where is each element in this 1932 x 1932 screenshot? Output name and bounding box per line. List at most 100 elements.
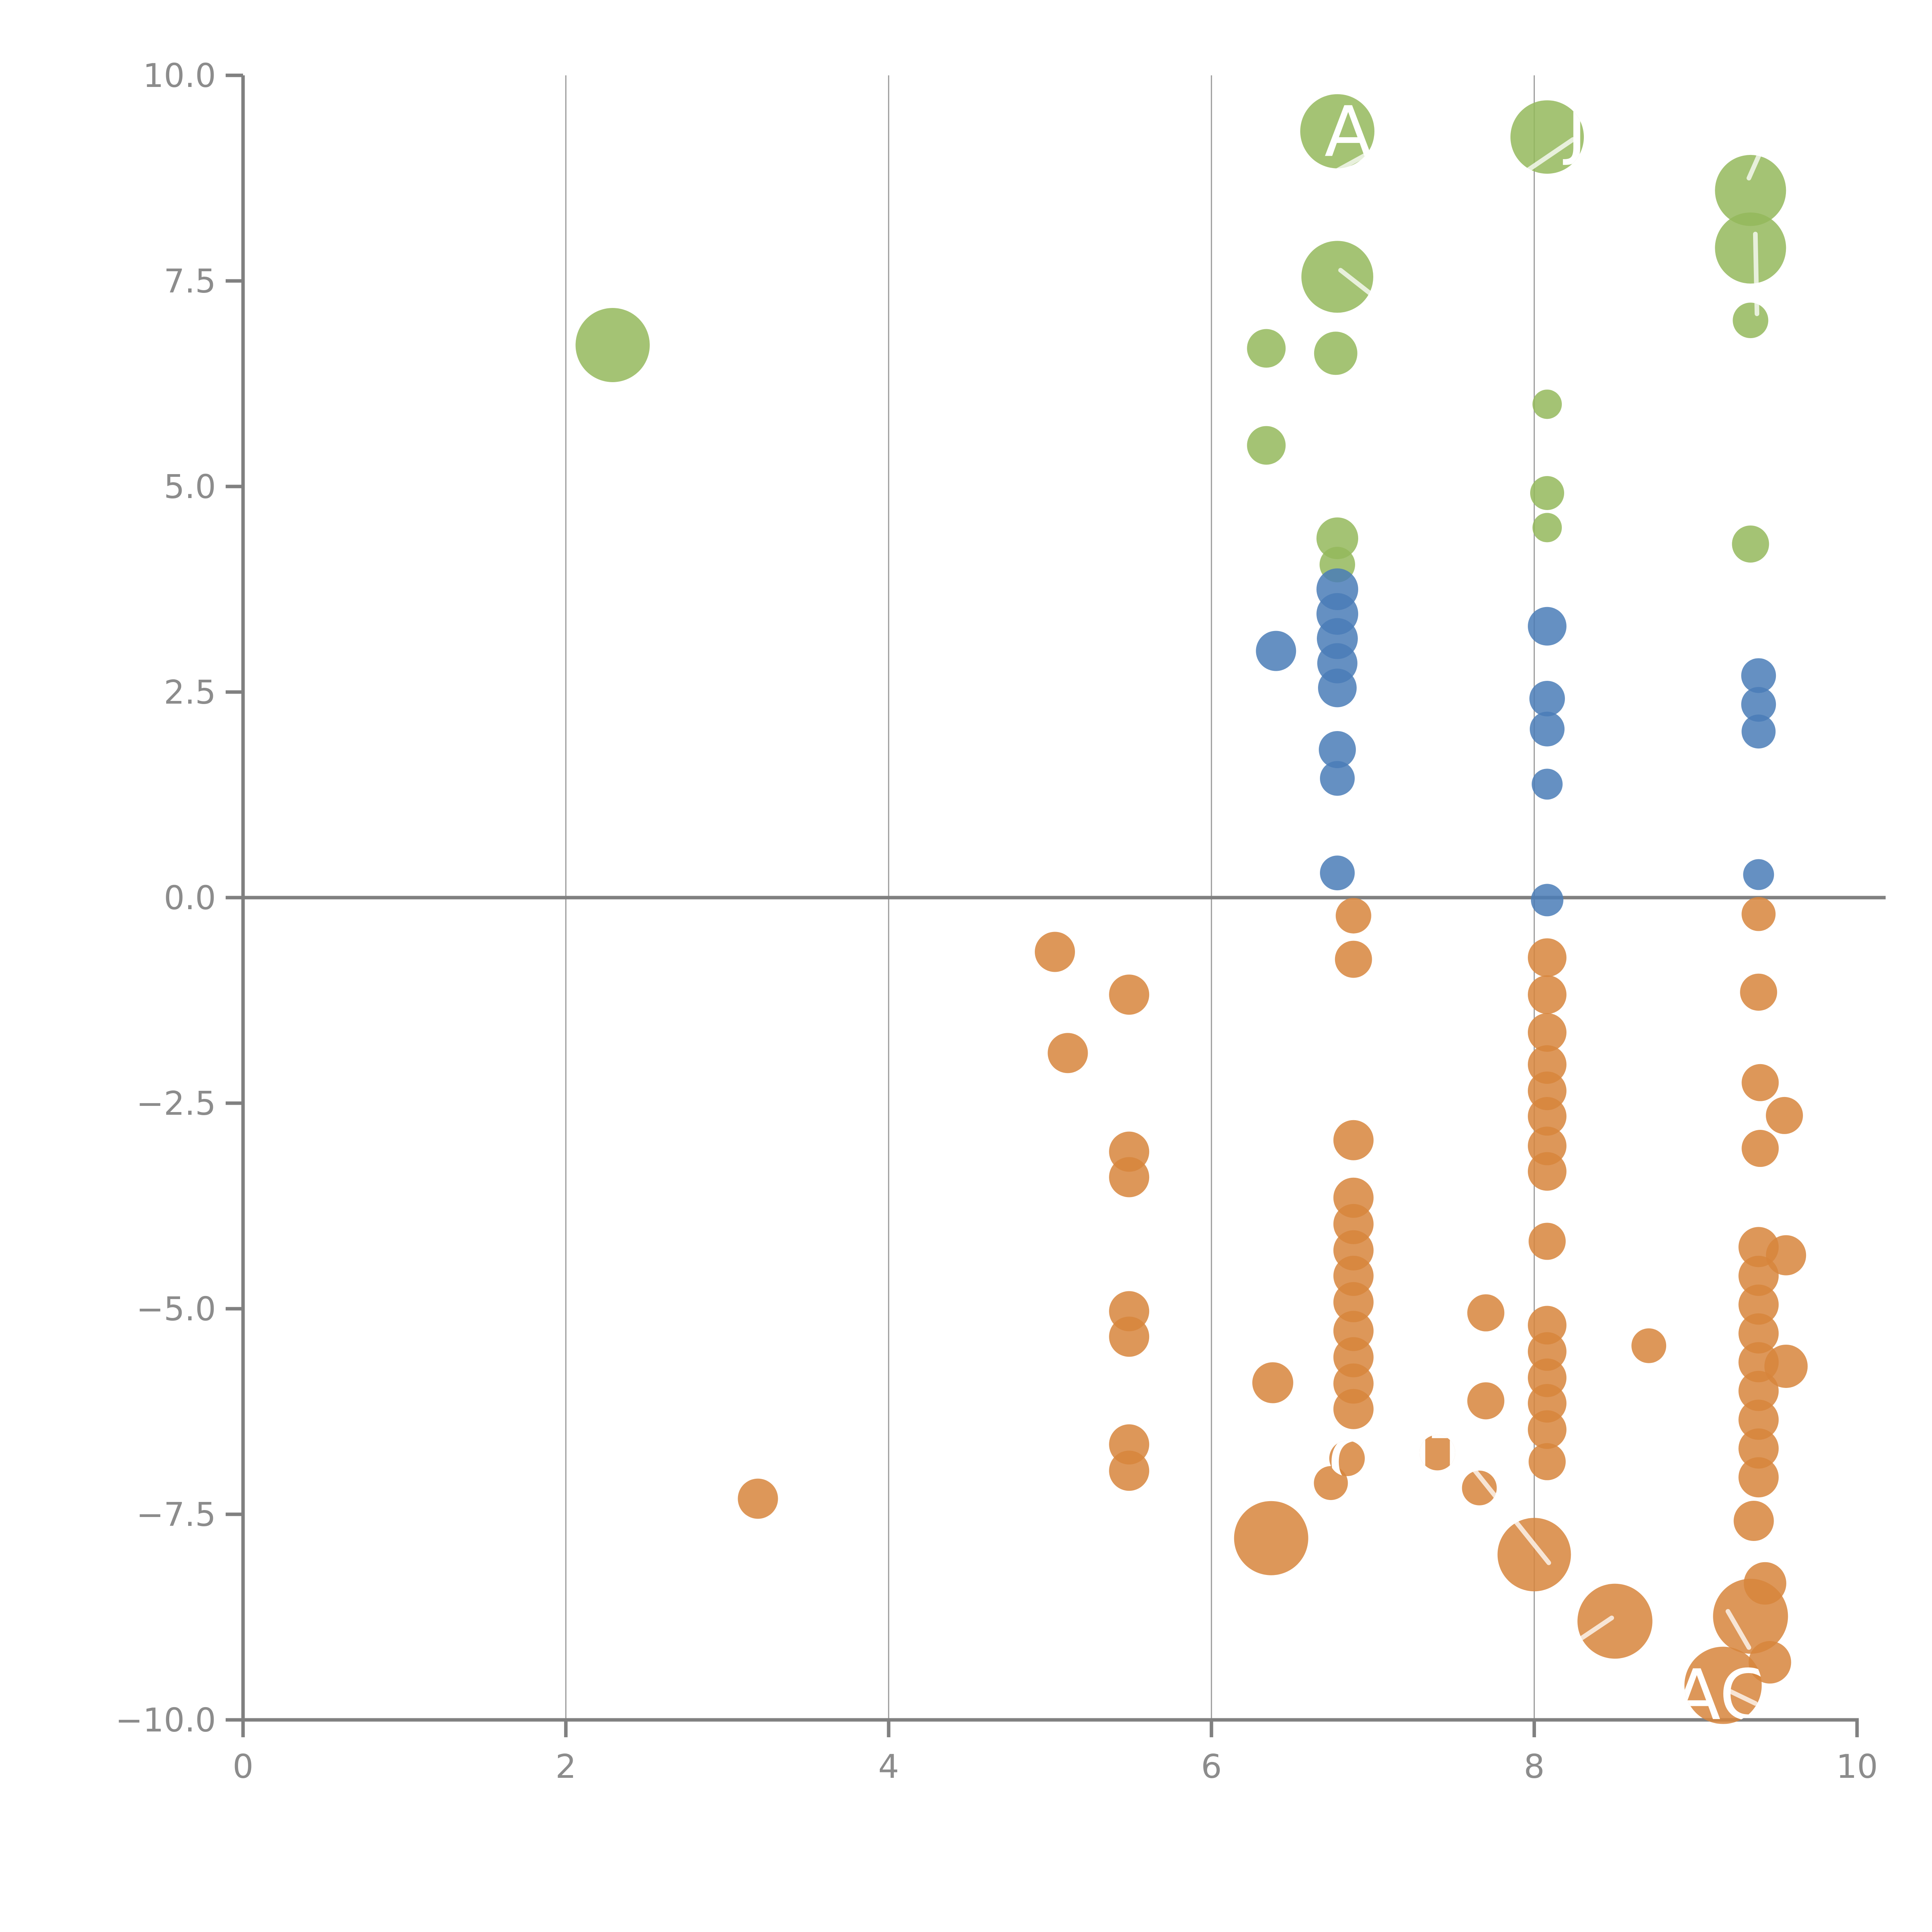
- orange-bubble[interactable]: [1467, 1382, 1505, 1420]
- orange-bubble[interactable]: [1528, 938, 1567, 977]
- blue-bubble[interactable]: [1532, 769, 1563, 800]
- orange-bubble[interactable]: [1467, 1294, 1505, 1332]
- orange-bubble[interactable]: [1109, 1451, 1150, 1491]
- blue-bubble[interactable]: [1741, 658, 1776, 693]
- x-tick-label: 4: [878, 1748, 899, 1786]
- annotation-leader-line: [1307, 148, 1375, 188]
- blue-bubble[interactable]: [1528, 607, 1567, 646]
- green-bubble[interactable]: [1715, 155, 1786, 226]
- annotation-leader-line: [1725, 1609, 1752, 1650]
- orange-bubble[interactable]: [1528, 1152, 1567, 1191]
- blue-bubble[interactable]: [1320, 761, 1355, 796]
- y-tick-label: −5.0: [136, 1290, 216, 1328]
- orange-bubble[interactable]: [1335, 898, 1371, 934]
- annotation-leader-line: [1574, 1616, 1614, 1644]
- green-bubble[interactable]: [1314, 332, 1357, 375]
- orange-bubble[interactable]: [1528, 1097, 1567, 1136]
- bubble-label-group: IT: [1412, 1419, 1475, 1500]
- orange-bubble[interactable]: [1528, 1013, 1567, 1052]
- tick-labels-layer: 10.0 7.5 5.0 2.5 0.0 −2.5 −5.0 −7.5 −10.0 0 2 4 6 8 10: [116, 57, 1878, 1786]
- bubble-label-text: J: [1563, 87, 1587, 168]
- x-tick-label: 6: [1201, 1748, 1222, 1786]
- green-bubble[interactable]: [1732, 525, 1769, 563]
- blue-bubble[interactable]: [1530, 711, 1565, 747]
- orange-bubble[interactable]: [1631, 1328, 1667, 1363]
- green-bubble[interactable]: [575, 308, 650, 382]
- orange-bubble[interactable]: [1738, 1371, 1779, 1411]
- blue-bubble[interactable]: [1319, 731, 1356, 768]
- green-bubble[interactable]: [1510, 100, 1584, 174]
- green-bubble[interactable]: [1733, 303, 1769, 338]
- bubble-label-text: IT: [1412, 1419, 1475, 1500]
- green-bubble[interactable]: [1300, 94, 1375, 168]
- orange-bubble[interactable]: [1733, 1501, 1774, 1541]
- orange-bubble[interactable]: [1109, 1157, 1150, 1197]
- orange-bubble[interactable]: [1748, 1641, 1791, 1684]
- orange-bubble[interactable]: [1738, 1284, 1779, 1325]
- blue-bubble[interactable]: [1531, 884, 1564, 917]
- orange-bubble[interactable]: [1528, 1410, 1567, 1449]
- green-bubble[interactable]: [1532, 513, 1562, 543]
- orange-bubble[interactable]: [1738, 1400, 1779, 1440]
- bubbles-layer: [575, 94, 1808, 1724]
- orange-bubble[interactable]: [1109, 1316, 1150, 1357]
- y-tick-label: −2.5: [136, 1085, 216, 1123]
- orange-bubble[interactable]: [1497, 1518, 1571, 1592]
- orange-bubble[interactable]: [1048, 1033, 1088, 1073]
- green-bubble[interactable]: [1316, 517, 1359, 560]
- orange-bubble[interactable]: [1528, 975, 1567, 1014]
- orange-bubble[interactable]: [1333, 1120, 1374, 1160]
- annotation-leader-line: [1338, 268, 1388, 308]
- annotation-leader-line: [1467, 1462, 1551, 1565]
- orange-bubble[interactable]: [1333, 1389, 1374, 1429]
- orange-bubble[interactable]: [1329, 1440, 1365, 1476]
- orange-bubble[interactable]: [1738, 1342, 1779, 1383]
- orange-bubble[interactable]: [1314, 1466, 1348, 1500]
- y-tick-label: 5.0: [164, 468, 216, 506]
- blue-bubble[interactable]: [1741, 687, 1776, 722]
- orange-bubble[interactable]: [1738, 1255, 1779, 1296]
- orange-bubble[interactable]: [1738, 1313, 1779, 1354]
- orange-bubble[interactable]: [1684, 1646, 1762, 1724]
- blue-bubble[interactable]: [1320, 855, 1355, 891]
- orange-bubble[interactable]: [738, 1478, 778, 1519]
- orange-bubble[interactable]: [1419, 1435, 1455, 1471]
- y-tick-label: 0.0: [164, 879, 216, 917]
- orange-bubble[interactable]: [1109, 975, 1150, 1015]
- orange-bubble[interactable]: [1333, 1282, 1374, 1322]
- blue-bubble[interactable]: [1318, 668, 1357, 707]
- green-bubble[interactable]: [1247, 426, 1286, 465]
- orange-bubble[interactable]: [1252, 1362, 1293, 1403]
- orange-bubble[interactable]: [1035, 932, 1075, 972]
- orange-bubble[interactable]: [1713, 1578, 1788, 1654]
- blue-bubble[interactable]: [1743, 859, 1774, 890]
- orange-bubble[interactable]: [1766, 1235, 1806, 1276]
- orange-bubble[interactable]: [1738, 1457, 1779, 1498]
- orange-bubble[interactable]: [1529, 1223, 1566, 1260]
- green-bubble[interactable]: [1530, 476, 1565, 510]
- green-bubble[interactable]: [1532, 389, 1562, 419]
- blue-bubble[interactable]: [1742, 714, 1776, 749]
- orange-bubble[interactable]: [1335, 940, 1372, 978]
- series-orange: [738, 897, 1808, 1724]
- blue-bubble[interactable]: [1529, 681, 1565, 717]
- orange-bubble[interactable]: [1742, 1130, 1779, 1167]
- annotation-leader-line: [1522, 137, 1575, 175]
- green-bubble[interactable]: [1301, 241, 1374, 313]
- y-tick-label: 10.0: [143, 57, 216, 95]
- orange-bubble[interactable]: [1462, 1470, 1497, 1505]
- orange-bubble[interactable]: [1742, 897, 1776, 931]
- axes-layer: [226, 73, 1886, 1737]
- orange-bubble[interactable]: [1740, 973, 1777, 1011]
- blue-bubble[interactable]: [1256, 631, 1296, 671]
- orange-bubble[interactable]: [1738, 1428, 1779, 1469]
- orange-bubble[interactable]: [1529, 1443, 1566, 1480]
- orange-bubble[interactable]: [1234, 1501, 1308, 1575]
- orange-bubble[interactable]: [1766, 1097, 1803, 1134]
- orange-bubble[interactable]: [1577, 1583, 1653, 1659]
- green-bubble[interactable]: [1715, 212, 1786, 284]
- orange-bubble[interactable]: [1742, 1064, 1779, 1101]
- green-bubble[interactable]: [1247, 329, 1286, 368]
- y-tick-label: −7.5: [136, 1496, 216, 1534]
